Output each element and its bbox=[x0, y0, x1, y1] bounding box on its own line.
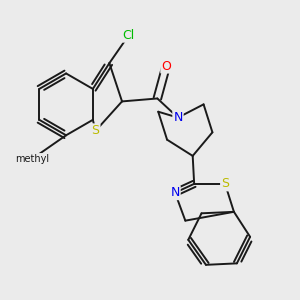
Text: Cl: Cl bbox=[123, 29, 135, 42]
Text: N: N bbox=[173, 111, 183, 124]
Text: S: S bbox=[221, 177, 229, 190]
Text: N: N bbox=[170, 186, 180, 199]
Text: S: S bbox=[92, 124, 100, 137]
Text: methyl: methyl bbox=[15, 154, 49, 164]
Text: O: O bbox=[161, 60, 171, 73]
